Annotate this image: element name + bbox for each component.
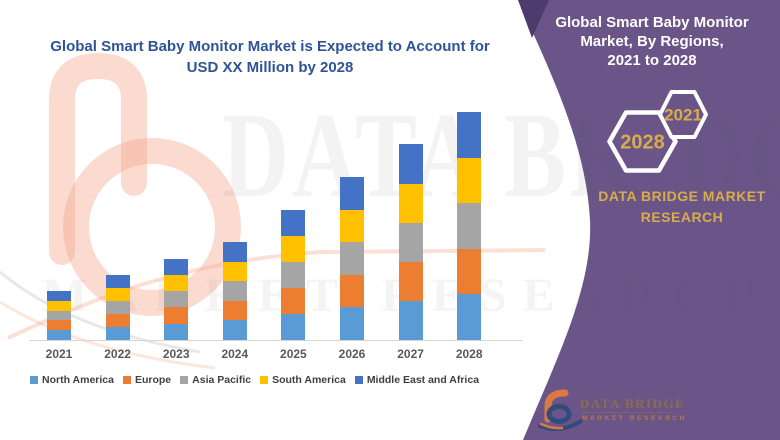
hexagon-2028-label: 2028	[620, 132, 665, 154]
segment-asia-pacific	[47, 310, 71, 321]
chart-title: Global Smart Baby Monitor Market is Expe…	[40, 36, 500, 78]
legend-item-north-america: North America	[30, 374, 114, 386]
segment-asia-pacific	[457, 203, 482, 249]
chart-title-line2: USD XX Million by 2028	[186, 59, 354, 76]
segment-asia-pacific	[281, 261, 306, 288]
segment-north-america	[398, 300, 423, 340]
segment-north-america	[47, 330, 71, 340]
x-axis-label-2024: 2024	[221, 347, 249, 361]
footer-logo-title: DATA BRIDGE	[580, 396, 686, 411]
x-axis-label-2025: 2025	[280, 347, 307, 361]
segment-asia-pacific	[398, 222, 423, 262]
brand-name-line1: DATA BRIDGE MARKET	[598, 188, 766, 204]
bar-2027	[398, 144, 423, 340]
segment-north-america	[222, 320, 247, 340]
legend-item-europe: Europe	[122, 374, 172, 386]
x-axis-label-2022: 2022	[104, 347, 131, 361]
side-panel-title: Global Smart Baby Monitor Market, By Reg…	[542, 13, 762, 70]
side-title-line2: Market, By Regions,	[580, 33, 724, 50]
segment-europe	[164, 307, 189, 324]
bar-2025	[281, 209, 306, 340]
legend-marker-icon	[260, 376, 269, 384]
segment-europe	[281, 287, 306, 314]
segment-asia-pacific	[340, 242, 364, 275]
brand-name-line2: RESEARCH	[640, 209, 724, 225]
segment-asia-pacific	[105, 300, 130, 314]
legend-marker-icon	[30, 376, 38, 384]
legend-marker-icon	[122, 376, 131, 384]
segment-south-america	[222, 261, 247, 282]
segment-middle-east-and-africa	[222, 242, 247, 262]
footer-logo: DATA BRIDGE MARKET RESEARCH	[538, 386, 738, 434]
legend-label: Asia Pacific	[192, 374, 252, 386]
segment-south-america	[47, 300, 71, 311]
segment-europe	[457, 248, 482, 295]
segment-europe	[105, 313, 130, 327]
hexagon-2021	[658, 90, 708, 139]
segment-middle-east-and-africa	[398, 144, 423, 184]
segment-south-america	[281, 235, 306, 262]
legend: North America Europe Asia Pacific South Ame…	[30, 374, 520, 386]
legend-item-middle-east-and-africa: Middle East and Africa	[354, 374, 480, 386]
legend-item-asia-pacific: Asia Pacific	[180, 374, 251, 386]
segment-middle-east-and-africa	[281, 209, 306, 236]
legend-marker-icon	[354, 376, 363, 384]
x-axis-label-2021: 2021	[45, 347, 73, 361]
x-axis-label-2027: 2027	[397, 347, 424, 361]
segment-europe	[47, 320, 71, 331]
side-title-line3: 2021 to 2028	[607, 52, 697, 69]
segment-middle-east-and-africa	[47, 291, 71, 301]
legend-label: Europe	[134, 374, 172, 386]
segment-south-america	[398, 183, 423, 223]
legend-item-south-america: South America	[260, 374, 346, 386]
segment-middle-east-and-africa	[340, 177, 364, 210]
legend-marker-icon	[180, 376, 189, 384]
plot-area	[30, 100, 522, 340]
footer-logo-rule	[581, 412, 673, 413]
segment-asia-pacific	[164, 291, 189, 308]
segment-middle-east-and-africa	[164, 258, 189, 275]
segment-middle-east-and-africa	[457, 111, 482, 158]
segment-north-america	[281, 313, 306, 340]
legend-label: Middle East and Africa	[366, 374, 480, 386]
bar-2021	[47, 291, 71, 340]
segment-south-america	[105, 287, 130, 301]
x-axis-label-2023: 2023	[162, 347, 190, 361]
brand-name-text: DATA BRIDGE MARKET RESEARCH	[582, 186, 780, 228]
chart-area: North America Europe Asia Pacific South Ame…	[30, 100, 522, 386]
footer-logo-b-icon	[538, 389, 583, 432]
segment-north-america	[105, 326, 130, 340]
x-axis-label-2026: 2026	[338, 347, 366, 361]
bar-2022	[105, 274, 130, 340]
legend-label: South America	[272, 374, 346, 386]
segment-south-america	[164, 274, 189, 292]
segment-north-america	[164, 323, 189, 340]
segment-south-america	[340, 209, 364, 243]
segment-north-america	[340, 307, 364, 340]
bar-2024	[222, 242, 247, 340]
bar-2028	[457, 111, 482, 340]
segment-north-america	[457, 294, 482, 340]
segment-asia-pacific	[222, 281, 247, 301]
hexagon-2021-label: 2021	[664, 106, 702, 125]
x-axis-label-2028: 2028	[455, 347, 483, 361]
hexagon-2028	[607, 110, 678, 173]
chart-title-line1: Global Smart Baby Monitor Market is Expe…	[50, 38, 490, 55]
segment-middle-east-and-africa	[105, 274, 130, 288]
footer-logo-subtitle: MARKET RESEARCH	[582, 415, 688, 422]
segment-europe	[340, 274, 364, 308]
x-axis-line	[30, 340, 522, 341]
segment-south-america	[457, 157, 482, 204]
side-title-line1: Global Smart Baby Monitor	[555, 14, 749, 31]
legend-label: North America	[42, 374, 114, 386]
bar-2026	[340, 177, 364, 340]
segment-europe	[222, 300, 247, 321]
bar-2023	[164, 258, 189, 340]
segment-europe	[398, 261, 423, 301]
